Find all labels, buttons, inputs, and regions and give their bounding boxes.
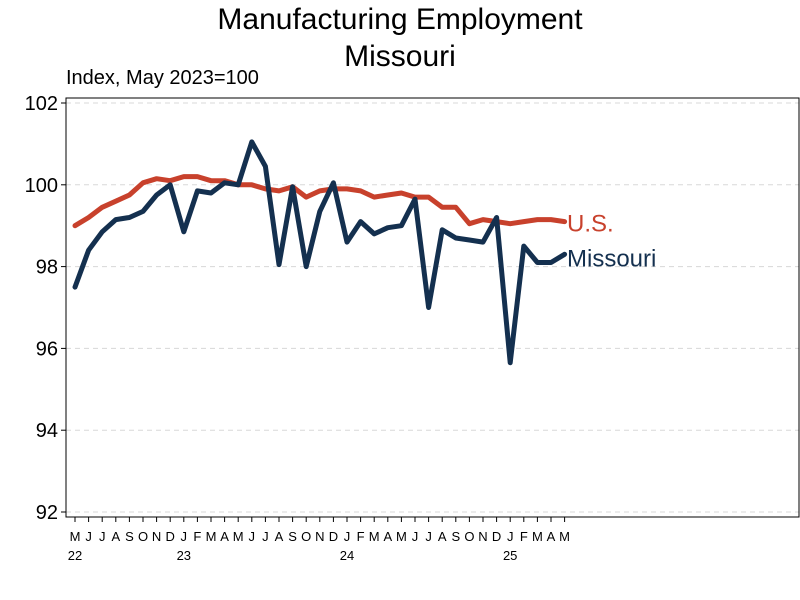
x-tick-label: J <box>425 529 432 544</box>
x-tick-label: A <box>547 529 556 544</box>
x-tick-label: M <box>233 529 244 544</box>
x-tick-label: J <box>507 529 514 544</box>
y-tick-label: 96 <box>36 338 58 360</box>
x-tick-label: O <box>138 529 148 544</box>
x-tick-label: O <box>464 529 474 544</box>
x-tick-label: J <box>99 529 106 544</box>
series-labels: U.S. Missouri <box>567 211 656 273</box>
x-tick-label: D <box>166 529 175 544</box>
x-tick-label: A <box>438 529 447 544</box>
x-tick-label: J <box>181 529 188 544</box>
x-tick-label: A <box>111 529 120 544</box>
series-label-us: U.S. <box>567 211 614 238</box>
grid-lines <box>66 102 799 513</box>
x-tick-label: F <box>357 529 365 544</box>
y-tick-label: 94 <box>36 420 58 442</box>
chart-subtitle: Missouri <box>344 40 456 73</box>
x-year-label: 25 <box>503 548 517 563</box>
x-tick-label: O <box>301 529 311 544</box>
x-tick-label: J <box>249 529 256 544</box>
x-tick-label: M <box>70 529 81 544</box>
x-tick-label: J <box>262 529 269 544</box>
x-tick-label: S <box>288 529 297 544</box>
x-tick-label: N <box>152 529 161 544</box>
y-tick-label: 98 <box>36 257 58 279</box>
x-year-label: 24 <box>340 548 354 563</box>
x-tick-label: M <box>396 529 407 544</box>
series-line-missouri <box>72 139 568 366</box>
x-tick-label: S <box>125 529 134 544</box>
x-tick-label: N <box>315 529 324 544</box>
plot-frame <box>65 97 800 518</box>
x-tick-label: D <box>329 529 338 544</box>
x-tick-label: D <box>492 529 501 544</box>
series-lines <box>72 139 568 366</box>
x-tick-label: A <box>383 529 392 544</box>
y-tick-label: 102 <box>25 93 58 115</box>
x-tick-label: M <box>206 529 217 544</box>
x-tick-label: M <box>369 529 380 544</box>
x-tick-label: S <box>451 529 460 544</box>
y-axis-label: Index, May 2023=100 <box>66 67 259 89</box>
y-axis: 92 94 96 98 100 102 <box>25 93 66 524</box>
y-tick-label: 100 <box>25 175 58 197</box>
x-tick-label: A <box>220 529 229 544</box>
chart-title: Manufacturing Employment <box>217 3 583 36</box>
x-year-label: 23 <box>177 548 191 563</box>
x-tick-label: F <box>520 529 528 544</box>
x-year-label: 22 <box>68 548 82 563</box>
series-line-us <box>72 174 568 229</box>
x-tick-label: J <box>85 529 92 544</box>
y-tick-label: 92 <box>36 502 58 524</box>
x-tick-label: J <box>344 529 351 544</box>
x-tick-label: A <box>275 529 284 544</box>
x-tick-label: J <box>412 529 419 544</box>
x-tick-label: N <box>478 529 487 544</box>
x-tick-label: F <box>193 529 201 544</box>
x-axis: M J J A S O N D J F M A M J J A S O N D J F M A M J J A S O N D J F M A M22 2… <box>68 517 570 563</box>
x-tick-label: M <box>532 529 543 544</box>
series-label-missouri: Missouri <box>567 245 656 272</box>
x-tick-label: M <box>559 529 570 544</box>
